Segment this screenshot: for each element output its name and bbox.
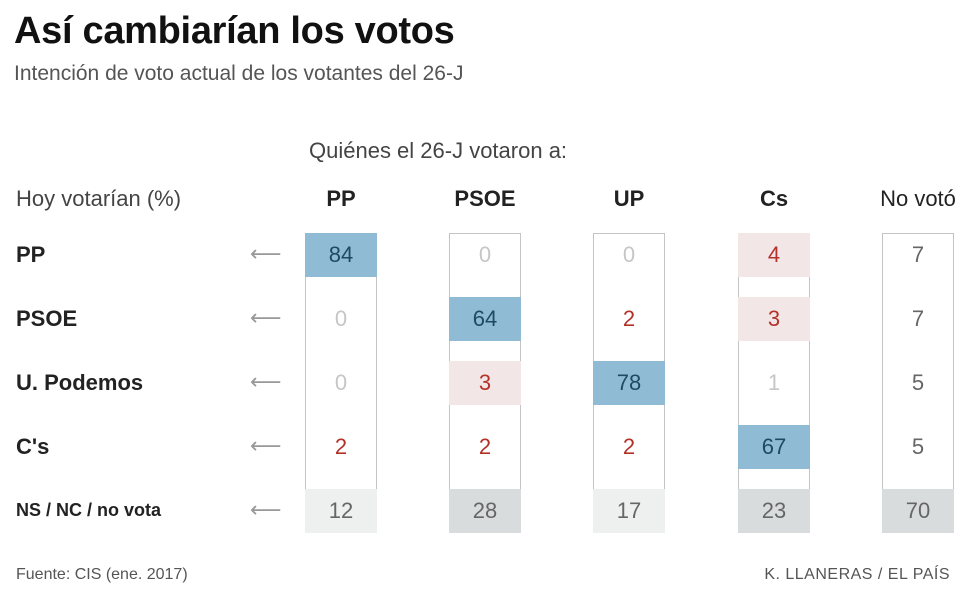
table-cell: 3 (449, 361, 521, 405)
chart-subtitle: Intención de voto actual de los votantes… (14, 62, 464, 85)
column-header: UP (613, 186, 645, 211)
table-cell: 7 (911, 306, 925, 331)
credit-note: K. LLANERAS / EL PAÍS (764, 566, 950, 583)
table-cell: 2 (334, 434, 348, 459)
chart-title: Así cambiarían los votos (14, 10, 455, 52)
table-cell: 3 (738, 297, 810, 341)
table-cell: 12 (305, 489, 377, 533)
table-cell: 64 (449, 297, 521, 341)
table-cell: 2 (622, 434, 636, 459)
table-cell: 67 (738, 425, 810, 469)
columns-header: Quiénes el 26-J votaron a: (309, 138, 568, 163)
table-cell: 0 (334, 306, 348, 331)
table-cell: 17 (593, 489, 665, 533)
table-cell: 84 (305, 233, 377, 277)
row-label: NS / NC / no vota (16, 500, 162, 521)
table-cell: 0 (622, 242, 636, 267)
row-arrow-icon: ⟵ (250, 497, 282, 522)
table-cell: 0 (478, 242, 492, 267)
table-cell: 7 (911, 242, 925, 267)
row-label: C's (16, 433, 50, 459)
row-arrow-icon: ⟵ (250, 305, 282, 330)
column-header: No votó (880, 186, 956, 211)
table-cell: 5 (911, 434, 925, 459)
table-cell: 4 (738, 233, 810, 277)
table-cell: 5 (911, 370, 925, 395)
row-label: PP (16, 241, 46, 267)
table-cell: 2 (622, 306, 636, 331)
column-header: PP (326, 186, 356, 211)
table-cell: 78 (593, 361, 665, 405)
row-arrow-icon: ⟵ (250, 433, 282, 458)
row-arrow-icon: ⟵ (250, 369, 282, 394)
table-cell: 2 (478, 434, 492, 459)
row-label: U. Podemos (16, 369, 144, 395)
table-cell: 0 (334, 370, 348, 395)
table-cell: 1 (767, 370, 781, 395)
column-header: Cs (759, 186, 789, 211)
column-header: PSOE (454, 186, 516, 211)
row-label: PSOE (16, 305, 78, 331)
row-arrow-icon: ⟵ (250, 241, 282, 266)
table-cell: 28 (449, 489, 521, 533)
table-cell: 23 (738, 489, 810, 533)
rows-header: Hoy votarían (%) (16, 186, 182, 211)
table-cell: 70 (882, 489, 954, 533)
source-note: Fuente: CIS (ene. 2017) (16, 566, 188, 583)
